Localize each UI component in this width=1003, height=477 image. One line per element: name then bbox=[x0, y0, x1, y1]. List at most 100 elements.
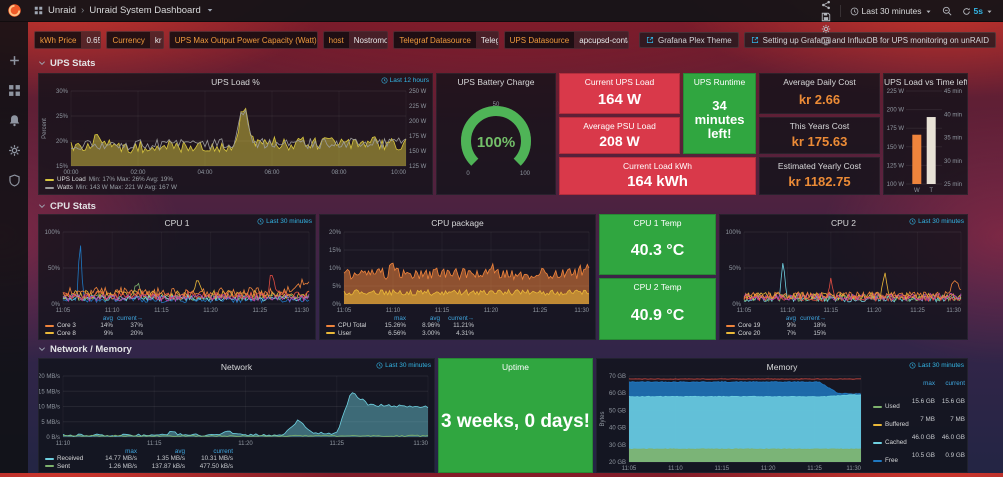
grafana-logo[interactable] bbox=[0, 0, 28, 22]
legend-series-ups-load[interactable]: UPS Load Min: 17% Max: 26% Avg: 19% bbox=[45, 176, 432, 184]
sidebar-item-help[interactable] bbox=[0, 170, 28, 190]
panel-title[interactable]: CPU 2 Temp bbox=[633, 282, 682, 292]
variable-value-dropdown[interactable]: Telegraf bbox=[475, 32, 498, 48]
chart-canvas[interactable]: 100% 50% 0%11:05 11:10 11:15 11:20 11:25 11:30 bbox=[39, 228, 315, 314]
share-icon[interactable] bbox=[817, 0, 835, 11]
legend-column-header[interactable]: max bbox=[125, 447, 137, 455]
bar-chart-canvas[interactable]: 225 W 200 W 175 W 150 W 125 W 100 W 45 min 40 m… bbox=[884, 87, 967, 194]
panel-title[interactable]: CPU 2 bbox=[830, 218, 857, 228]
panel-title[interactable]: Estimated Yearly Cost bbox=[777, 161, 862, 171]
dashboard-link-setting-up-grafana-and-influxd[interactable]: Setting up Grafana and InfluxDB for UPS … bbox=[743, 32, 996, 48]
panel-title[interactable]: Current Load kWh bbox=[623, 161, 692, 171]
panel-title[interactable]: UPS Runtime bbox=[693, 77, 746, 87]
legend-column-header[interactable]: avg bbox=[102, 314, 113, 322]
panel-title[interactable]: Network bbox=[220, 362, 253, 372]
stat-value: kr 1182.75 bbox=[788, 174, 851, 190]
legend-column-header[interactable]: max bbox=[394, 314, 406, 322]
dashboard-link-grafana-plex-theme[interactable]: Grafana Plex Theme bbox=[638, 32, 739, 48]
legend-value: 14.77 MB/s bbox=[105, 455, 137, 462]
panel-title[interactable]: CPU 1 Temp bbox=[633, 218, 682, 228]
svg-text:125 W: 125 W bbox=[887, 163, 905, 169]
row-header-network-memory[interactable]: Network / Memory bbox=[38, 343, 132, 356]
legend-series-core-8[interactable]: Core 8 bbox=[45, 330, 85, 338]
svg-text:11:15: 11:15 bbox=[715, 466, 730, 472]
legend-column-header[interactable]: max bbox=[923, 380, 935, 387]
legend-column-header[interactable]: avg bbox=[429, 314, 440, 322]
legend-column-header[interactable]: current bbox=[945, 380, 965, 387]
settings-icon[interactable] bbox=[817, 23, 835, 35]
svg-text:100%: 100% bbox=[45, 230, 61, 236]
svg-text:0%: 0% bbox=[732, 302, 741, 308]
legend-column-header[interactable]: current→ bbox=[117, 314, 143, 322]
legend-value: 3.00% bbox=[422, 329, 440, 337]
panel-title[interactable]: Current UPS Load bbox=[584, 77, 655, 87]
legend-series-core-3[interactable]: Core 3 bbox=[45, 322, 85, 330]
panel-title[interactable]: UPS Load vs Time left bbox=[884, 77, 967, 87]
cycle-view-icon[interactable] bbox=[817, 35, 835, 47]
svg-text:W: W bbox=[914, 188, 920, 194]
zoom-out-button[interactable] bbox=[938, 2, 956, 19]
panel-title[interactable]: Memory bbox=[766, 362, 798, 372]
svg-text:11:30: 11:30 bbox=[574, 308, 589, 314]
breadcrumb-team[interactable]: Unraid bbox=[48, 5, 76, 16]
row-header-ups-stats[interactable]: UPS Stats bbox=[38, 57, 95, 70]
panel-this-years-cost: This Years Cost kr 175.63 bbox=[759, 117, 880, 154]
chart-canvas[interactable]: 30% 25% 20% 15% 250 W 225 W 200 W 175 W 150 W 125… bbox=[39, 87, 432, 176]
svg-text:11:05: 11:05 bbox=[622, 466, 637, 472]
legend-series-received[interactable]: Received bbox=[45, 455, 91, 463]
legend-series-core-20[interactable]: Core 20 bbox=[726, 330, 768, 338]
legend-value: 477.50 kB/s bbox=[199, 462, 233, 470]
bar-T[interactable] bbox=[926, 117, 936, 184]
legend-table: max avg current Received 14.77 MB/s 1.35 MB/s… bbox=[39, 447, 434, 473]
legend-series-sent[interactable]: Sent bbox=[45, 463, 91, 471]
chart-canvas[interactable]: 100% 50% 0%11:05 11:10 11:15 11:20 11:25 11:30 bbox=[720, 228, 967, 314]
breadcrumb-dashboard[interactable]: Unraid System Dashboard bbox=[89, 5, 201, 16]
refresh-button[interactable]: 5s bbox=[958, 2, 997, 19]
legend-column-header[interactable]: current→ bbox=[448, 314, 474, 322]
time-range-button[interactable]: Last 30 minutes bbox=[846, 2, 936, 19]
bar-W[interactable] bbox=[912, 134, 922, 184]
svg-text:11:25: 11:25 bbox=[533, 308, 548, 314]
chart-canvas[interactable]: 20 MB/s 15 MB/s 10 MB/s 5 MB/s 0 B/s11:10 11:… bbox=[38, 372, 434, 447]
panel-title[interactable]: Average PSU Load bbox=[583, 121, 656, 131]
legend-table: avg current→ Core 3 14% 37% Core 8 9% 20% bbox=[39, 314, 315, 340]
legend-series-core-19[interactable]: Core 19 bbox=[726, 322, 768, 330]
sidebar-item-alerting[interactable] bbox=[0, 110, 28, 130]
sidebar-item-dashboards[interactable] bbox=[0, 80, 28, 100]
svg-text:11:20: 11:20 bbox=[867, 308, 882, 314]
row-header-cpu-stats[interactable]: CPU Stats bbox=[38, 200, 96, 213]
legend-series-cached[interactable]: Cached bbox=[873, 434, 907, 452]
legend-series-free[interactable]: Free bbox=[873, 452, 907, 470]
legend-series-user[interactable]: User bbox=[326, 330, 374, 338]
battery-gauge: 100% 0 50 100 bbox=[461, 102, 531, 177]
variable-value-dropdown[interactable]: Nostromo bbox=[348, 32, 388, 48]
panel-title[interactable]: Average Daily Cost bbox=[783, 77, 856, 87]
stat-value: 3 weeks, 0 days! bbox=[441, 410, 590, 432]
panel-title[interactable]: CPU 1 bbox=[164, 218, 190, 228]
variable-value-dropdown[interactable]: kr bbox=[149, 32, 163, 48]
sidebar-item-create[interactable] bbox=[0, 50, 28, 70]
legend-column-header[interactable]: avg bbox=[785, 314, 796, 322]
dashboard-dropdown-caret-icon[interactable] bbox=[206, 5, 214, 16]
panel-title[interactable]: UPS Load % bbox=[211, 77, 260, 87]
sidebar-item-configuration[interactable] bbox=[0, 140, 28, 160]
save-icon[interactable] bbox=[817, 11, 835, 23]
panel-title[interactable]: CPU package bbox=[431, 218, 484, 228]
chart-canvas[interactable]: 20% 15% 10% 5% 0%11:05 11:10 11:15 11:20 11:25 11… bbox=[320, 228, 595, 314]
panel-title[interactable]: Uptime bbox=[502, 362, 529, 372]
variable-value-dropdown[interactable]: 0.65 bbox=[81, 32, 101, 48]
svg-text:175 W: 175 W bbox=[409, 134, 427, 140]
panel-title[interactable]: This Years Cost bbox=[789, 121, 850, 131]
legend-column-header[interactable]: current bbox=[213, 447, 233, 455]
legend-series-cpu-total[interactable]: CPU Total bbox=[326, 322, 374, 330]
legend-series-watts[interactable]: Watts Min: 143 W Max: 221 W Avg: 167 W bbox=[45, 184, 432, 192]
legend-column-header[interactable]: current→ bbox=[800, 314, 826, 322]
svg-text:11:25: 11:25 bbox=[253, 308, 268, 314]
legend-column-header[interactable]: avg bbox=[174, 447, 185, 455]
panel-title[interactable]: UPS Battery Charge bbox=[457, 77, 535, 87]
legend-series-used[interactable]: Used bbox=[873, 398, 907, 416]
legend-series-buffered[interactable]: Buffered bbox=[873, 416, 909, 434]
left-sidebar bbox=[0, 22, 28, 473]
variable-value-dropdown[interactable]: apcupsd-container bbox=[574, 32, 628, 48]
